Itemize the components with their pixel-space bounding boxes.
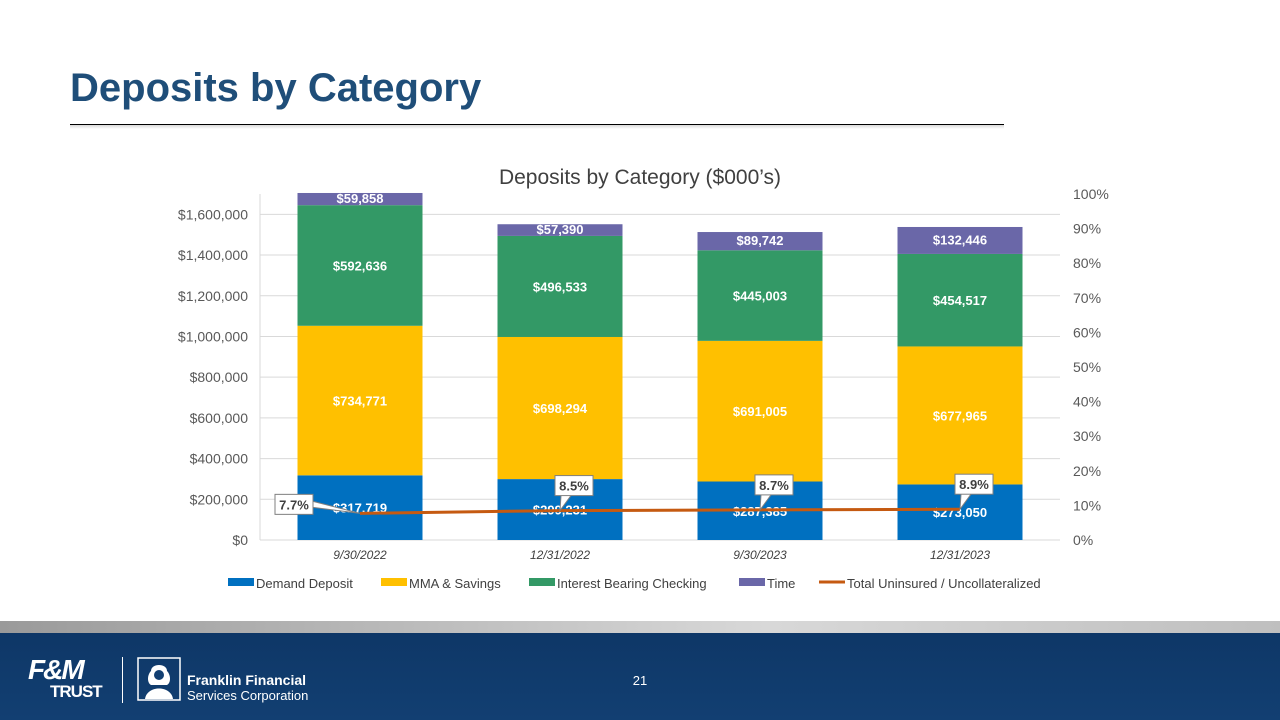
y-tick-label: $200,000 [190,491,249,507]
data-label: $59,858 [337,191,384,206]
fm-logo-text: F&M [28,654,85,685]
legend-swatch [228,578,254,586]
legend-label: Interest Bearing Checking [557,576,707,591]
deposits-chart: Deposits by Category ($000’s) $0 $200,000 $… [178,166,1109,591]
line-label-pointer [312,500,361,514]
data-label: $445,003 [733,289,787,304]
legend-swatch [381,578,407,586]
bar-segment [297,192,423,206]
data-label: $89,742 [737,233,784,248]
line-label-pointer [559,495,572,513]
y2-tick-label: 50% [1073,359,1101,375]
y2-tick-label: 10% [1073,497,1101,513]
data-label: $132,446 [933,232,987,247]
legend-label: Time [767,576,795,591]
bar-segment [497,336,623,480]
bar-segment [897,226,1023,254]
y2-tick-label: 90% [1073,221,1101,237]
logo-divider [122,657,123,703]
footer: F&M TRUST Franklin Financial Services Co… [0,633,1280,720]
page-title: Deposits by Category [70,66,482,110]
y2-tick-label: 40% [1073,394,1101,410]
y-tick-label: $1,200,000 [178,288,248,304]
y-tick-label: $400,000 [190,451,249,467]
bar-segment [497,235,623,337]
title-divider [70,124,1004,129]
bar-segment [697,250,823,341]
legend-swatch [529,578,555,586]
ffsc-logo-line2: Services Corporation [187,688,309,703]
line-series [359,507,961,515]
y2-tick-label: 60% [1073,324,1101,340]
footer-accent-bar [0,621,1280,633]
line-label-box [554,475,594,497]
y-tick-label: $1,400,000 [178,247,248,263]
legend-label: Demand Deposit [256,576,353,591]
line-data-label: 8.9% [959,477,989,492]
bar-segment [697,232,823,251]
line-data-label: 8.7% [759,478,789,493]
line-data-label: 7.7% [279,497,309,512]
data-label: $57,390 [537,222,584,237]
legend-label: Total Uninsured / Uncollateralized [847,576,1041,591]
line-label-box [274,493,314,515]
y2-tick-label: 70% [1073,290,1101,306]
bar-segment [897,346,1023,485]
y2-tick-label: 0% [1073,532,1093,548]
data-label: $592,636 [333,258,387,273]
y2-tick-label: 20% [1073,463,1101,479]
franklin-portrait-icon [137,657,181,701]
chart-title: Deposits by Category ($000’s) [499,166,781,189]
data-label: $698,294 [533,401,588,416]
x-tick-label: 9/30/2023 [733,548,787,562]
page-number: 21 [632,673,648,688]
data-label: $454,517 [933,293,987,308]
x-tick-label: 12/31/2023 [930,548,990,562]
trust-logo-text: TRUST [50,682,103,701]
bar-segment [297,325,423,476]
bar-segment [897,253,1023,347]
x-tick-label: 9/30/2022 [333,548,387,562]
legend-swatch [739,578,765,586]
y-tick-label: $1,000,000 [178,328,248,344]
ffsc-logo-line1: Franklin Financial [187,672,307,688]
bar-segment [697,340,823,482]
y-tick-label: $800,000 [190,369,249,385]
bar-segment [297,205,423,326]
x-tick-label: 12/31/2022 [530,548,590,562]
line-data-label: 8.5% [559,479,589,494]
y2-tick-label: 80% [1073,255,1101,271]
line-label-box [954,473,994,495]
data-label: $677,965 [933,408,987,423]
data-label: $691,005 [733,404,787,419]
bar-segment [497,224,623,236]
line-label-pointer [959,493,972,511]
y-tick-label: $1,600,000 [178,206,248,222]
line-label-pointer [759,494,772,512]
ffsc-logo-text: Franklin Financial Services Corporation [187,672,309,704]
y2-tick-label: 100% [1073,186,1109,202]
data-label: $496,533 [533,279,587,294]
y-tick-label: $0 [232,532,248,548]
legend-label: MMA & Savings [409,576,501,591]
fm-trust-logo: F&M TRUST [28,654,103,701]
y-tick-label: $600,000 [190,410,249,426]
y2-tick-label: 30% [1073,428,1101,444]
data-label: $734,771 [333,394,387,409]
line-label-box [754,474,794,496]
